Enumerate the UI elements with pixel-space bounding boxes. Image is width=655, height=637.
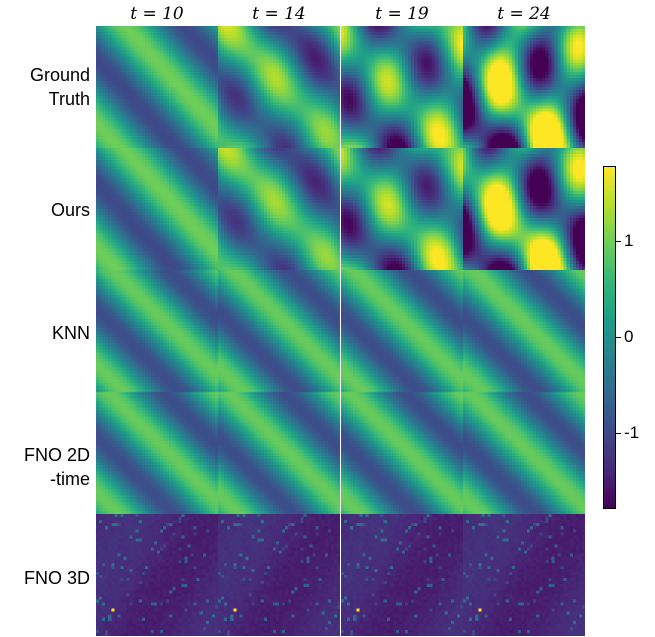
heatmap-panel-r2-c3 bbox=[341, 148, 463, 270]
heatmap-cells bbox=[218, 270, 340, 392]
heatmap-cells bbox=[96, 392, 218, 514]
heatmap-panel-r1-c1 bbox=[96, 26, 218, 148]
col-title-4: t = 24 bbox=[497, 4, 551, 24]
colorbar-label-0: 0 bbox=[624, 327, 634, 346]
colorbar-tick-neg1 bbox=[616, 433, 621, 434]
heatmap-panel-r1-c2 bbox=[218, 26, 340, 148]
row-label-line: -time bbox=[50, 469, 90, 489]
heatmap-panel-r5-c3 bbox=[341, 514, 463, 636]
row-label-fno-2d-time: FNO 2D -time bbox=[0, 443, 90, 491]
heatmap-cells bbox=[341, 270, 463, 392]
heatmap-cells bbox=[218, 514, 340, 636]
col-title-1: t = 10 bbox=[130, 4, 184, 24]
row-label-line: FNO 2D bbox=[23, 445, 90, 465]
heatmap-cells bbox=[341, 514, 463, 636]
heatmap-panel-r2-c2 bbox=[218, 148, 340, 270]
row-label-fno-3d: FNO 3D bbox=[0, 566, 90, 590]
col-title-2: t = 14 bbox=[252, 4, 306, 24]
row-label-line: Ours bbox=[50, 200, 90, 220]
heatmap-cells bbox=[218, 148, 340, 270]
heatmap-panel-r1-c3 bbox=[341, 26, 463, 148]
heatmap-panel-r2-c4 bbox=[463, 148, 585, 270]
heatmap-panel-r3-c1 bbox=[96, 270, 218, 392]
heatmap-cells bbox=[341, 392, 463, 514]
col-title-3: t = 19 bbox=[375, 4, 429, 24]
heatmap-cells bbox=[463, 514, 585, 636]
row-label-line: Ground bbox=[29, 65, 90, 85]
heatmap-panel-r4-c4 bbox=[463, 392, 585, 514]
heatmap-cells bbox=[218, 26, 340, 148]
heatmap-cells bbox=[463, 148, 585, 270]
heatmap-panel-r5-c1 bbox=[96, 514, 218, 636]
heatmap-panel-r3-c2 bbox=[218, 270, 340, 392]
heatmap-panel-r3-c3 bbox=[341, 270, 463, 392]
heatmap-panel-r1-c4 bbox=[463, 26, 585, 148]
heatmap-cells bbox=[463, 392, 585, 514]
heatmap-panel-r4-c3 bbox=[341, 392, 463, 514]
heatmap-panel-r4-c2 bbox=[218, 392, 340, 514]
heatmap-cells bbox=[96, 270, 218, 392]
row-label-knn: KNN bbox=[0, 321, 90, 345]
colorbar-label-1: 1 bbox=[624, 231, 634, 250]
heatmap-panel-r4-c1 bbox=[96, 392, 218, 514]
colorbar-tick-0 bbox=[616, 337, 621, 338]
heatmap-cells bbox=[218, 392, 340, 514]
heatmap-cells bbox=[463, 270, 585, 392]
row-label-line: FNO 3D bbox=[23, 568, 90, 588]
colorbar bbox=[603, 166, 616, 509]
heatmap-panel-r5-c2 bbox=[218, 514, 340, 636]
heatmap-panel-r3-c4 bbox=[463, 270, 585, 392]
heatmap-panel-r2-c1 bbox=[96, 148, 218, 270]
heatmap-panel-r5-c4 bbox=[463, 514, 585, 636]
row-label-line: KNN bbox=[51, 323, 90, 343]
colorbar-tick-1 bbox=[616, 241, 621, 242]
colorbar-label-neg1: -1 bbox=[624, 423, 640, 442]
heatmap-cells bbox=[341, 26, 463, 148]
heatmap-cells bbox=[96, 148, 218, 270]
heatmap-cells bbox=[96, 514, 218, 636]
row-label-line: Truth bbox=[48, 89, 90, 109]
row-label-ground-truth: Ground Truth bbox=[0, 63, 90, 111]
heatmap-cells bbox=[463, 26, 585, 148]
heatmap-cells bbox=[341, 148, 463, 270]
heatmap-cells bbox=[96, 26, 218, 148]
row-label-ours: Ours bbox=[0, 198, 90, 222]
